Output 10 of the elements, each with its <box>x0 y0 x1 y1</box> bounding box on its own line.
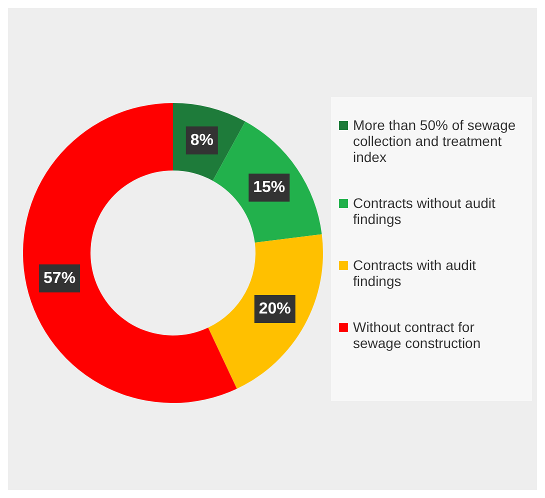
legend-label: Contracts without audit findings <box>353 195 496 227</box>
legend-label: Without contract for sewage construction <box>353 319 482 351</box>
data-label: 8% <box>190 132 214 149</box>
donut-slice <box>23 103 237 403</box>
data-label: 20% <box>258 300 291 318</box>
donut-slice <box>208 234 323 389</box>
legend-label: Contracts with audit findings <box>353 257 477 289</box>
data-label: 57% <box>44 270 76 287</box>
data-label: 15% <box>253 179 286 196</box>
legend-label: More than 50% of sewage collection and treatment index <box>353 117 517 165</box>
